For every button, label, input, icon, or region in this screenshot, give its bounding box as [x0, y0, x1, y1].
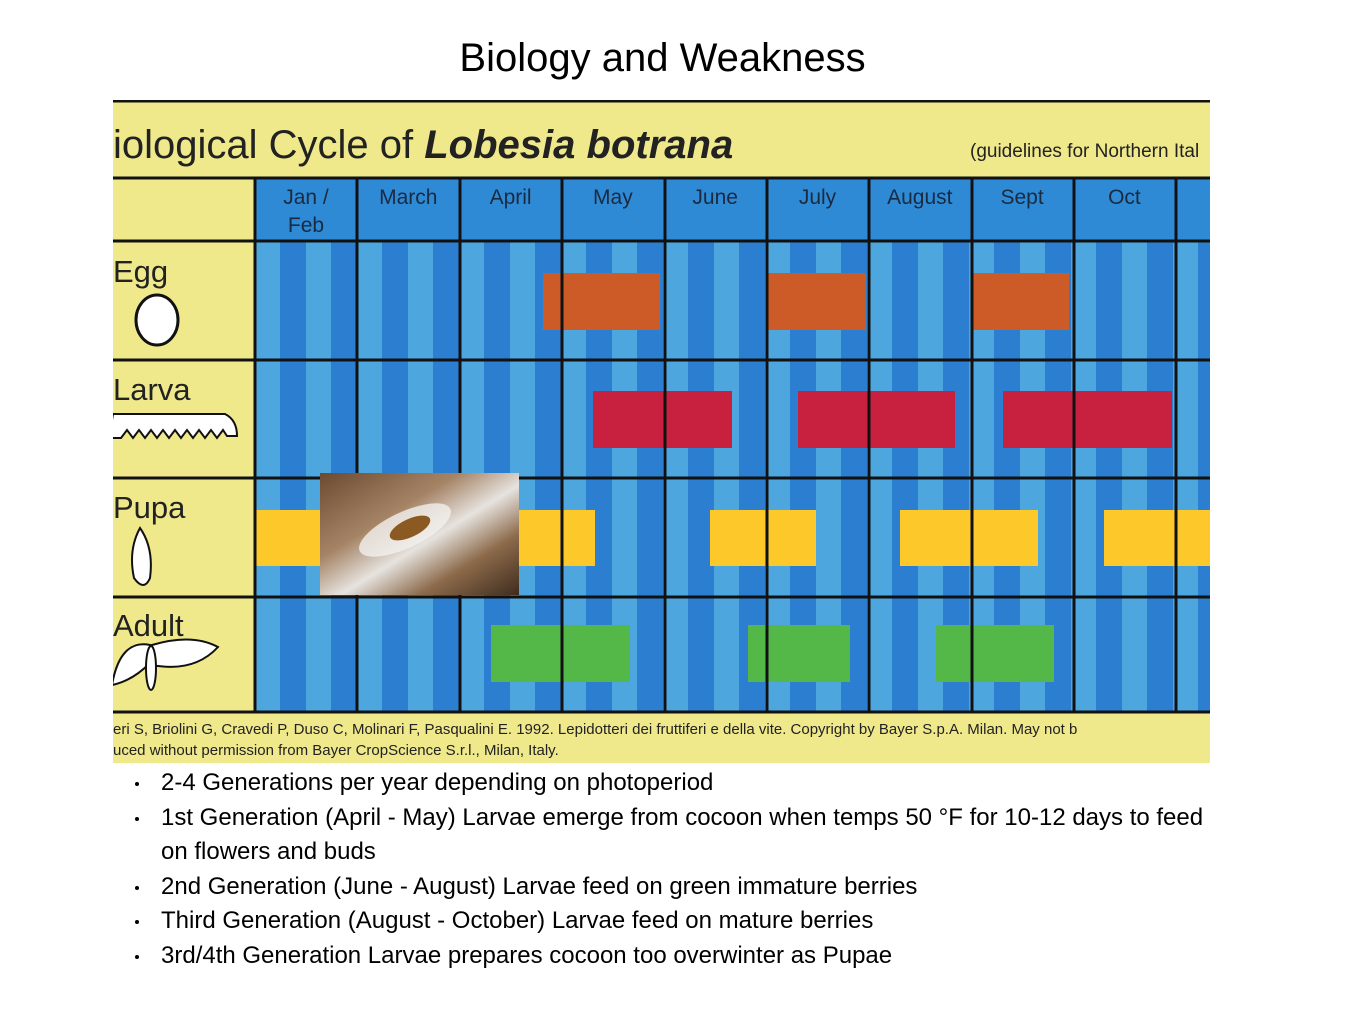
heading-species: Lobesia botrana: [424, 123, 733, 167]
month-label: August: [887, 186, 953, 209]
bullet-list: 2-4 Generations per year depending on ph…: [135, 766, 1217, 973]
adult-period: [748, 625, 850, 682]
figure-heading: iological Cycle of Lobesia botrana: [113, 123, 733, 167]
month-label: Jan /: [283, 186, 329, 209]
heading-text: iological Cycle of: [113, 123, 424, 167]
month-label: Oct: [1108, 186, 1141, 209]
bullet-item: 2nd Generation (June - August) Larvae fe…: [135, 870, 1217, 905]
bullet-item: 1st Generation (April - May) Larvae emer…: [135, 801, 1217, 870]
month-header: [113, 178, 1210, 241]
stage-label: Adult: [113, 608, 184, 643]
adult-period: [936, 625, 1054, 682]
larva-period: [798, 391, 955, 448]
pupa-icon: [131, 526, 152, 586]
month-label: July: [799, 186, 837, 209]
stage-label: Egg: [113, 254, 168, 289]
month-label: May: [593, 186, 633, 209]
month-label: June: [692, 186, 738, 209]
header-corner: [113, 178, 255, 241]
stage-label: Pupa: [113, 490, 186, 525]
larva-period: [1003, 391, 1172, 448]
pupa-period: [900, 510, 1038, 566]
grid-lines: [113, 100, 1210, 714]
heading-note: (guidelines for Northern Ital: [970, 141, 1199, 162]
egg-icon: [134, 293, 180, 347]
egg-period: [972, 273, 1069, 330]
larva-period: [593, 391, 732, 448]
life-cycle-figure: iological Cycle of Lobesia botrana (guid…: [113, 100, 1210, 763]
citation-line: uced without permission from Bayer CropS…: [113, 742, 559, 759]
slide-title: Biology and Weakness: [459, 36, 866, 80]
bullet-item: 3rd/4th Generation Larvae prepares cocoo…: [135, 939, 1217, 974]
month-label: April: [490, 186, 532, 209]
month-label: March: [379, 186, 437, 209]
citation-line: eri S, Briolini G, Cravedi P, Duso C, Mo…: [113, 721, 1077, 738]
pupa-period: [1104, 510, 1210, 566]
egg-period: [767, 273, 866, 330]
pupa-period: [710, 510, 816, 566]
adult-icon: [113, 638, 220, 691]
pupa-in-cocoon: [389, 515, 431, 541]
stage-label: Larva: [113, 372, 191, 407]
month-label: Feb: [288, 214, 324, 237]
month-label: Sept: [1000, 186, 1043, 209]
bullet-item: Third Generation (August - October) Larv…: [135, 904, 1217, 939]
bullet-item: 2-4 Generations per year depending on ph…: [135, 766, 1217, 801]
larva-icon: [113, 413, 239, 440]
